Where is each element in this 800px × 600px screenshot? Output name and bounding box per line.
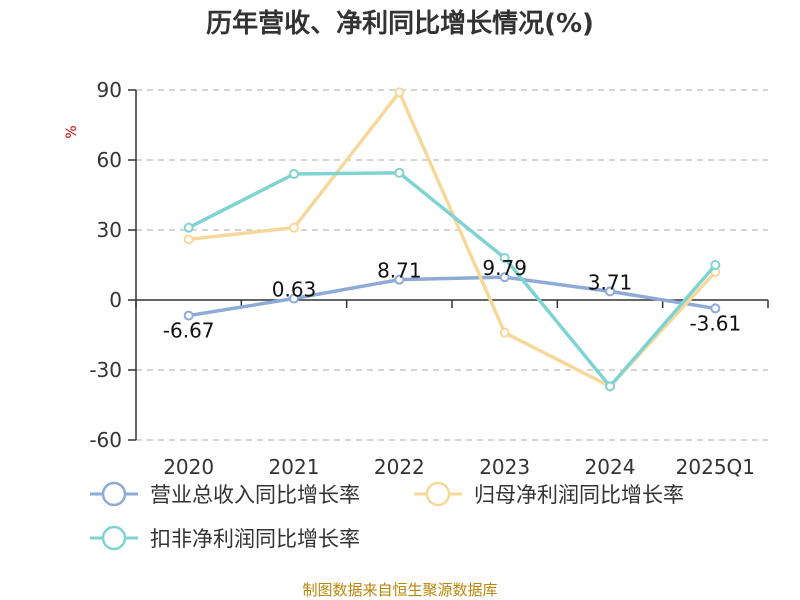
legend-item: 归母净利润同比增长率 xyxy=(414,481,684,507)
series-line xyxy=(188,90,717,389)
data-point xyxy=(710,303,721,314)
data-point xyxy=(394,167,405,178)
y-tick-label: 30 xyxy=(97,218,122,242)
x-tick-label: 2021 xyxy=(269,455,320,479)
y-tick-label: -30 xyxy=(89,358,122,382)
data-point xyxy=(289,222,299,233)
data-point xyxy=(183,310,194,321)
legend-item: 营业总收入同比增长率 xyxy=(90,481,360,507)
data-point xyxy=(394,87,405,98)
data-point xyxy=(605,286,615,297)
source-note: 制图数据来自恒生聚源数据库 xyxy=(302,581,497,599)
x-tick-label: 2020 xyxy=(163,455,214,479)
data-labels: -6.67 0.63 8.71 9.79 3.71 -3.61 xyxy=(163,256,741,342)
y-tick-label: 60 xyxy=(97,148,122,172)
gridlines xyxy=(136,89,768,441)
data-point xyxy=(289,293,299,304)
series-lines xyxy=(183,87,721,392)
legend-item: 扣非净利润同比增长率 xyxy=(90,525,360,551)
x-tick-label: 2022 xyxy=(374,455,425,479)
y-axis-unit-label: % xyxy=(64,125,80,138)
data-point xyxy=(499,327,510,338)
data-point xyxy=(710,260,721,270)
data-label: 3.71 xyxy=(588,270,633,294)
x-tick-label: 2025Q1 xyxy=(676,455,755,479)
x-tick-label: 2023 xyxy=(479,455,530,479)
data-point xyxy=(499,272,510,283)
legend-marker xyxy=(425,481,451,507)
legend-label: 扣非净利润同比增长率 xyxy=(150,527,360,551)
data-point xyxy=(605,381,615,392)
data-point xyxy=(499,253,510,263)
x-tick-label: 2024 xyxy=(585,455,636,479)
data-point xyxy=(394,274,405,285)
data-point xyxy=(289,169,299,179)
y-tick-label: 0 xyxy=(109,288,122,312)
legend-label: 营业总收入同比增长率 xyxy=(150,483,360,507)
chart-title: 历年营收、净利同比增长情况(%) xyxy=(206,8,594,39)
data-point xyxy=(183,234,194,245)
data-label: 0.63 xyxy=(272,278,317,302)
data-label: -6.67 xyxy=(163,319,215,343)
data-label: -3.61 xyxy=(689,311,741,335)
y-tick-label: 90 xyxy=(97,78,122,102)
legend-marker xyxy=(101,525,127,551)
series-line xyxy=(187,171,717,389)
data-point xyxy=(183,222,194,233)
y-tick-label: -60 xyxy=(89,428,122,452)
legend-marker xyxy=(101,481,127,507)
legend-label: 归母净利润同比增长率 xyxy=(474,483,684,507)
data-label: 8.71 xyxy=(377,259,422,283)
data-label: 9.79 xyxy=(482,256,527,280)
series-line xyxy=(188,275,716,318)
